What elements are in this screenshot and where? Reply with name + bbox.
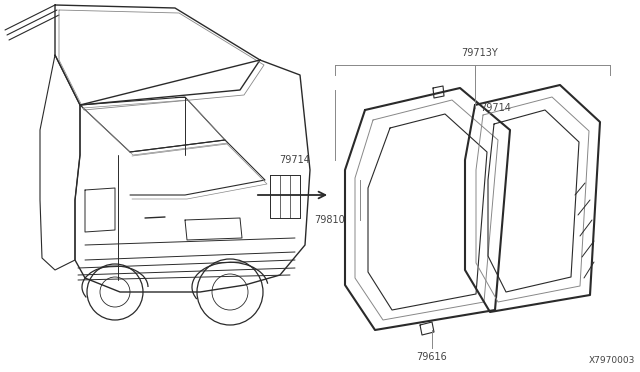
- Text: 79714: 79714: [279, 155, 310, 165]
- Text: 79714: 79714: [480, 103, 511, 113]
- Text: X7970003: X7970003: [589, 356, 635, 365]
- Text: 79616: 79616: [417, 352, 447, 362]
- Text: 79713Y: 79713Y: [461, 48, 499, 58]
- Text: 79810: 79810: [314, 215, 345, 225]
